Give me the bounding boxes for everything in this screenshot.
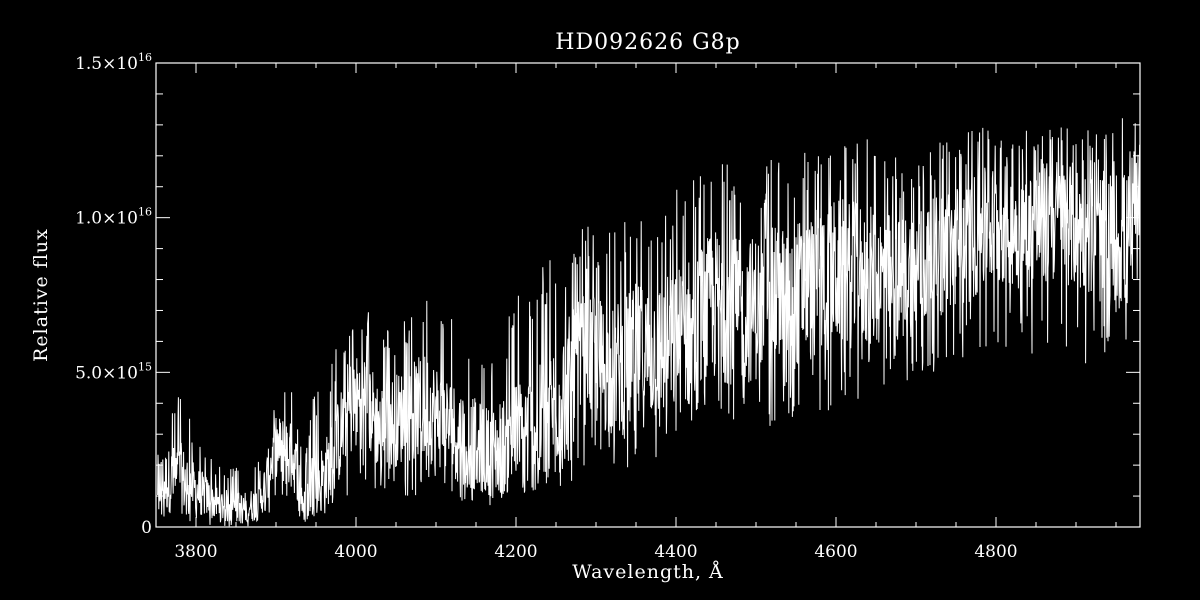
x-tick-label: 3800 <box>174 542 217 562</box>
x-tick-label: 4800 <box>974 542 1017 562</box>
x-axis-label: Wavelength, Å <box>572 561 724 583</box>
plot-area <box>155 62 1141 528</box>
y-tick-label: 0 <box>141 518 152 538</box>
plot-frame <box>155 62 1141 528</box>
x-axis: 3800 4000 4200 4400 4600 4800 <box>155 63 1117 562</box>
y-tick-label: 1.5×1016 <box>75 51 152 74</box>
y-axis-label: Relative flux <box>30 228 52 362</box>
x-tick-label: 4600 <box>814 542 857 562</box>
y-tick-label: 5.0×1015 <box>75 360 152 383</box>
x-tick-label: 4200 <box>494 542 537 562</box>
spectrum-line <box>157 118 1141 527</box>
x-tick-label: 4400 <box>654 542 697 562</box>
y-axis: 0 5.0×1015 1.0×1016 1.5×1016 <box>75 51 1140 538</box>
y-tick-label: 1.0×1016 <box>75 206 152 229</box>
chart-title: HD092626 G8p <box>555 30 740 55</box>
x-tick-label: 4000 <box>334 542 377 562</box>
